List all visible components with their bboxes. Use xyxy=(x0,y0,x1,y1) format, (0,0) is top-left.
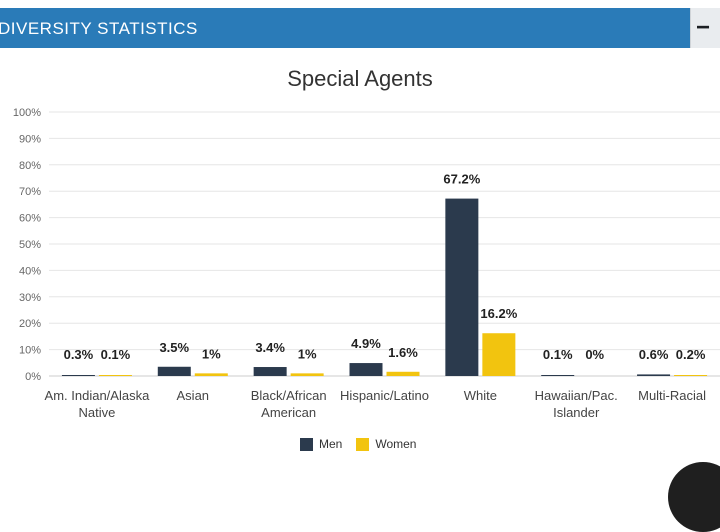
bar-women xyxy=(386,371,420,376)
y-tick-label: 20% xyxy=(19,318,41,330)
section-title: DIVERSITY STATISTICS xyxy=(0,19,198,38)
bar-men xyxy=(157,366,191,376)
x-tick-label: Hispanic/Latino xyxy=(340,388,429,403)
x-tick-label: American xyxy=(261,405,316,420)
x-tick-label: White xyxy=(464,388,497,403)
data-label: 16.2% xyxy=(480,306,517,321)
legend-label-men: Men xyxy=(319,437,343,451)
bar-men xyxy=(637,374,671,376)
y-tick-label: 60% xyxy=(19,213,41,225)
y-tick-label: 0% xyxy=(25,371,41,383)
bar-chart: 0% 10% 20% 30% 40% 50% 60% 70% 80% 90% 100% 0.3% 0.1… xyxy=(13,107,720,420)
legend-swatch-men xyxy=(300,437,313,451)
bar-women xyxy=(194,373,228,376)
data-label: 67.2% xyxy=(443,172,480,187)
bar-men xyxy=(541,375,575,376)
x-tick-label: Am. Indian/Alaska xyxy=(45,388,151,403)
bar-men xyxy=(349,363,383,376)
data-label: 0% xyxy=(585,347,604,362)
x-tick-label: Asian xyxy=(177,388,210,403)
data-label: 3.5% xyxy=(159,340,189,355)
y-tick-label: 70% xyxy=(19,186,41,198)
y-tick-label: 100% xyxy=(13,107,41,119)
chart-legend: Men Women xyxy=(300,436,430,452)
x-tick-label: Black/African xyxy=(251,388,327,403)
bar-women xyxy=(98,375,132,376)
y-tick-label: 90% xyxy=(19,133,41,145)
minus-icon: − xyxy=(696,14,711,41)
data-label: 4.9% xyxy=(351,336,381,351)
data-label: 1% xyxy=(202,346,221,361)
x-tick-label: Islander xyxy=(553,405,600,420)
chart-title: Special Agents xyxy=(287,66,433,91)
collapse-button[interactable]: − xyxy=(690,8,720,48)
legend-item-men[interactable]: Men xyxy=(300,437,342,451)
data-label: 0.6% xyxy=(639,347,669,362)
y-tick-label: 30% xyxy=(19,292,41,304)
x-tick-label: Hawaiian/Pac. xyxy=(535,388,618,403)
bar-women xyxy=(290,373,324,376)
data-label: 0.1% xyxy=(543,347,573,362)
x-tick-label: Multi-Racial xyxy=(638,388,706,403)
bar-men xyxy=(61,375,95,376)
legend-item-women[interactable]: Women xyxy=(356,437,416,451)
x-tick-label: Native xyxy=(78,405,115,420)
y-tick-label: 80% xyxy=(19,160,41,172)
legend-label-women: Women xyxy=(375,437,417,451)
data-label: 0.2% xyxy=(676,347,706,362)
data-label: 0.3% xyxy=(64,347,94,362)
bar-men xyxy=(445,198,479,376)
y-tick-label: 50% xyxy=(19,239,41,251)
bar-women xyxy=(482,333,516,376)
legend-swatch-women xyxy=(356,437,370,451)
y-tick-label: 40% xyxy=(19,265,41,277)
bar-women xyxy=(674,375,708,376)
data-label: 3.4% xyxy=(255,340,285,355)
data-label: 0.1% xyxy=(101,347,131,362)
data-label: 1.6% xyxy=(388,345,418,360)
bar-men xyxy=(253,367,287,376)
y-tick-label: 10% xyxy=(19,345,41,357)
data-label: 1% xyxy=(298,346,317,361)
section-header: DIVERSITY STATISTICS xyxy=(0,8,690,48)
